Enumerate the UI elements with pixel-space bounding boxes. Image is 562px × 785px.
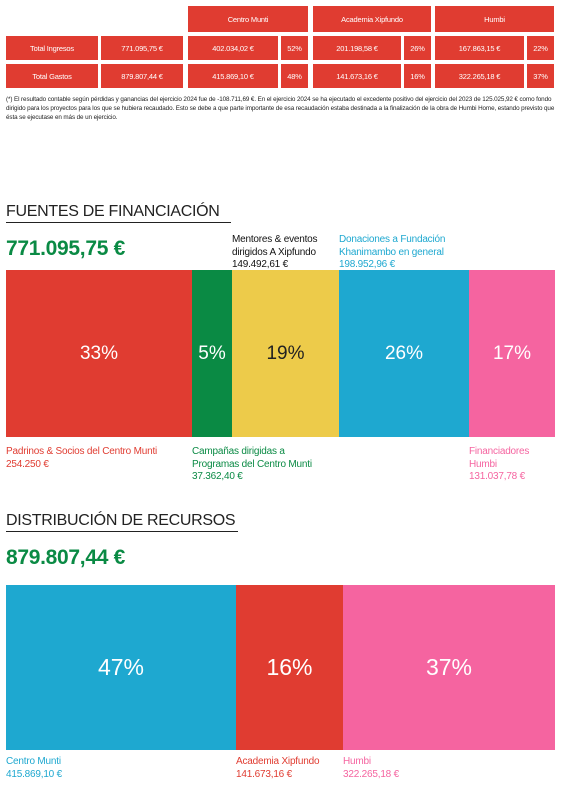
text: 322.265,18 € (343, 768, 399, 780)
segment-label: Humbi 322.265,18 € (343, 756, 543, 781)
segment-label: Mentores & eventos dirigidos A Xipfundo 1… (232, 234, 342, 272)
text: Humbi (343, 756, 371, 767)
segment-label: Donaciones a Fundación Khanimambo en gen… (339, 234, 464, 272)
segment: 19% (232, 270, 339, 437)
text: 149.492,61 € (232, 259, 288, 270)
cell: 322.265,18 € (435, 64, 524, 88)
segment: 33% (6, 270, 192, 437)
segment: 26% (339, 270, 469, 437)
row-label: Total Gastos (6, 64, 98, 88)
text: Academia Xipfundo (236, 756, 320, 767)
cell: 22% (527, 36, 554, 60)
segment-label: Academia Xipfundo 141.673,16 € (236, 756, 341, 781)
text: 131.037,78 € (469, 471, 525, 482)
table-header: Humbi (435, 6, 554, 32)
text: Centro Munti (6, 756, 61, 767)
text: Mentores & eventos dirigidos A Xipfundo (232, 234, 318, 258)
segment-label: Campañas dirigidas a Programas del Centr… (192, 446, 332, 484)
cell: 48% (281, 64, 308, 88)
text: 254.250 € (6, 458, 49, 470)
table-header: Academia Xipfundo (313, 6, 431, 32)
text: 415.869,10 € (6, 768, 62, 780)
segment-label: Centro Munti 415.869,10 € (6, 756, 206, 781)
cell: 201.198,58 € (313, 36, 401, 60)
cell: 16% (404, 64, 431, 88)
text: 141.673,16 € (236, 768, 292, 780)
row-label: Total Ingresos (6, 36, 98, 60)
total: 879.807,44 € (6, 546, 126, 569)
segment: 47% (6, 585, 236, 750)
segment: 16% (236, 585, 343, 750)
cell: 26% (404, 36, 431, 60)
cell: 52% (281, 36, 308, 60)
section-title: DISTRIBUCIÓN DE RECURSOS (6, 512, 238, 532)
segment: 5% (192, 270, 232, 437)
text: Donaciones a Fundación Khanimambo en gen… (339, 234, 446, 258)
cell: 771.095,75 € (101, 36, 183, 60)
cell: 415.869,10 € (188, 64, 278, 88)
text: Padrinos & Socios del Centro Munti (6, 446, 158, 457)
segment-label: Padrinos & Socios del Centro Munti 254.25… (6, 446, 186, 471)
table-header: Centro Munti (188, 6, 308, 32)
text: Financiadores Humbi (469, 446, 530, 470)
footnote: (*) El resultado contable según pérdidas… (6, 96, 555, 121)
cell: 402.034,02 € (188, 36, 278, 60)
text: 37.362,40 € (192, 471, 243, 482)
segment: 37% (343, 585, 555, 750)
text: Campañas dirigidas a Programas del Centr… (192, 446, 312, 470)
cell: 37% (527, 64, 554, 88)
total: 771.095,75 € (6, 237, 126, 260)
cell: 167.863,15 € (435, 36, 524, 60)
segment-label: Financiadores Humbi 131.037,78 € (469, 446, 549, 484)
cell: 141.673,16 € (313, 64, 401, 88)
cell: 879.807,44 € (101, 64, 183, 88)
segment: 17% (469, 270, 555, 437)
section-title: FUENTES DE FINANCIACIÓN (6, 203, 231, 223)
text: 198.952,96 € (339, 259, 395, 270)
